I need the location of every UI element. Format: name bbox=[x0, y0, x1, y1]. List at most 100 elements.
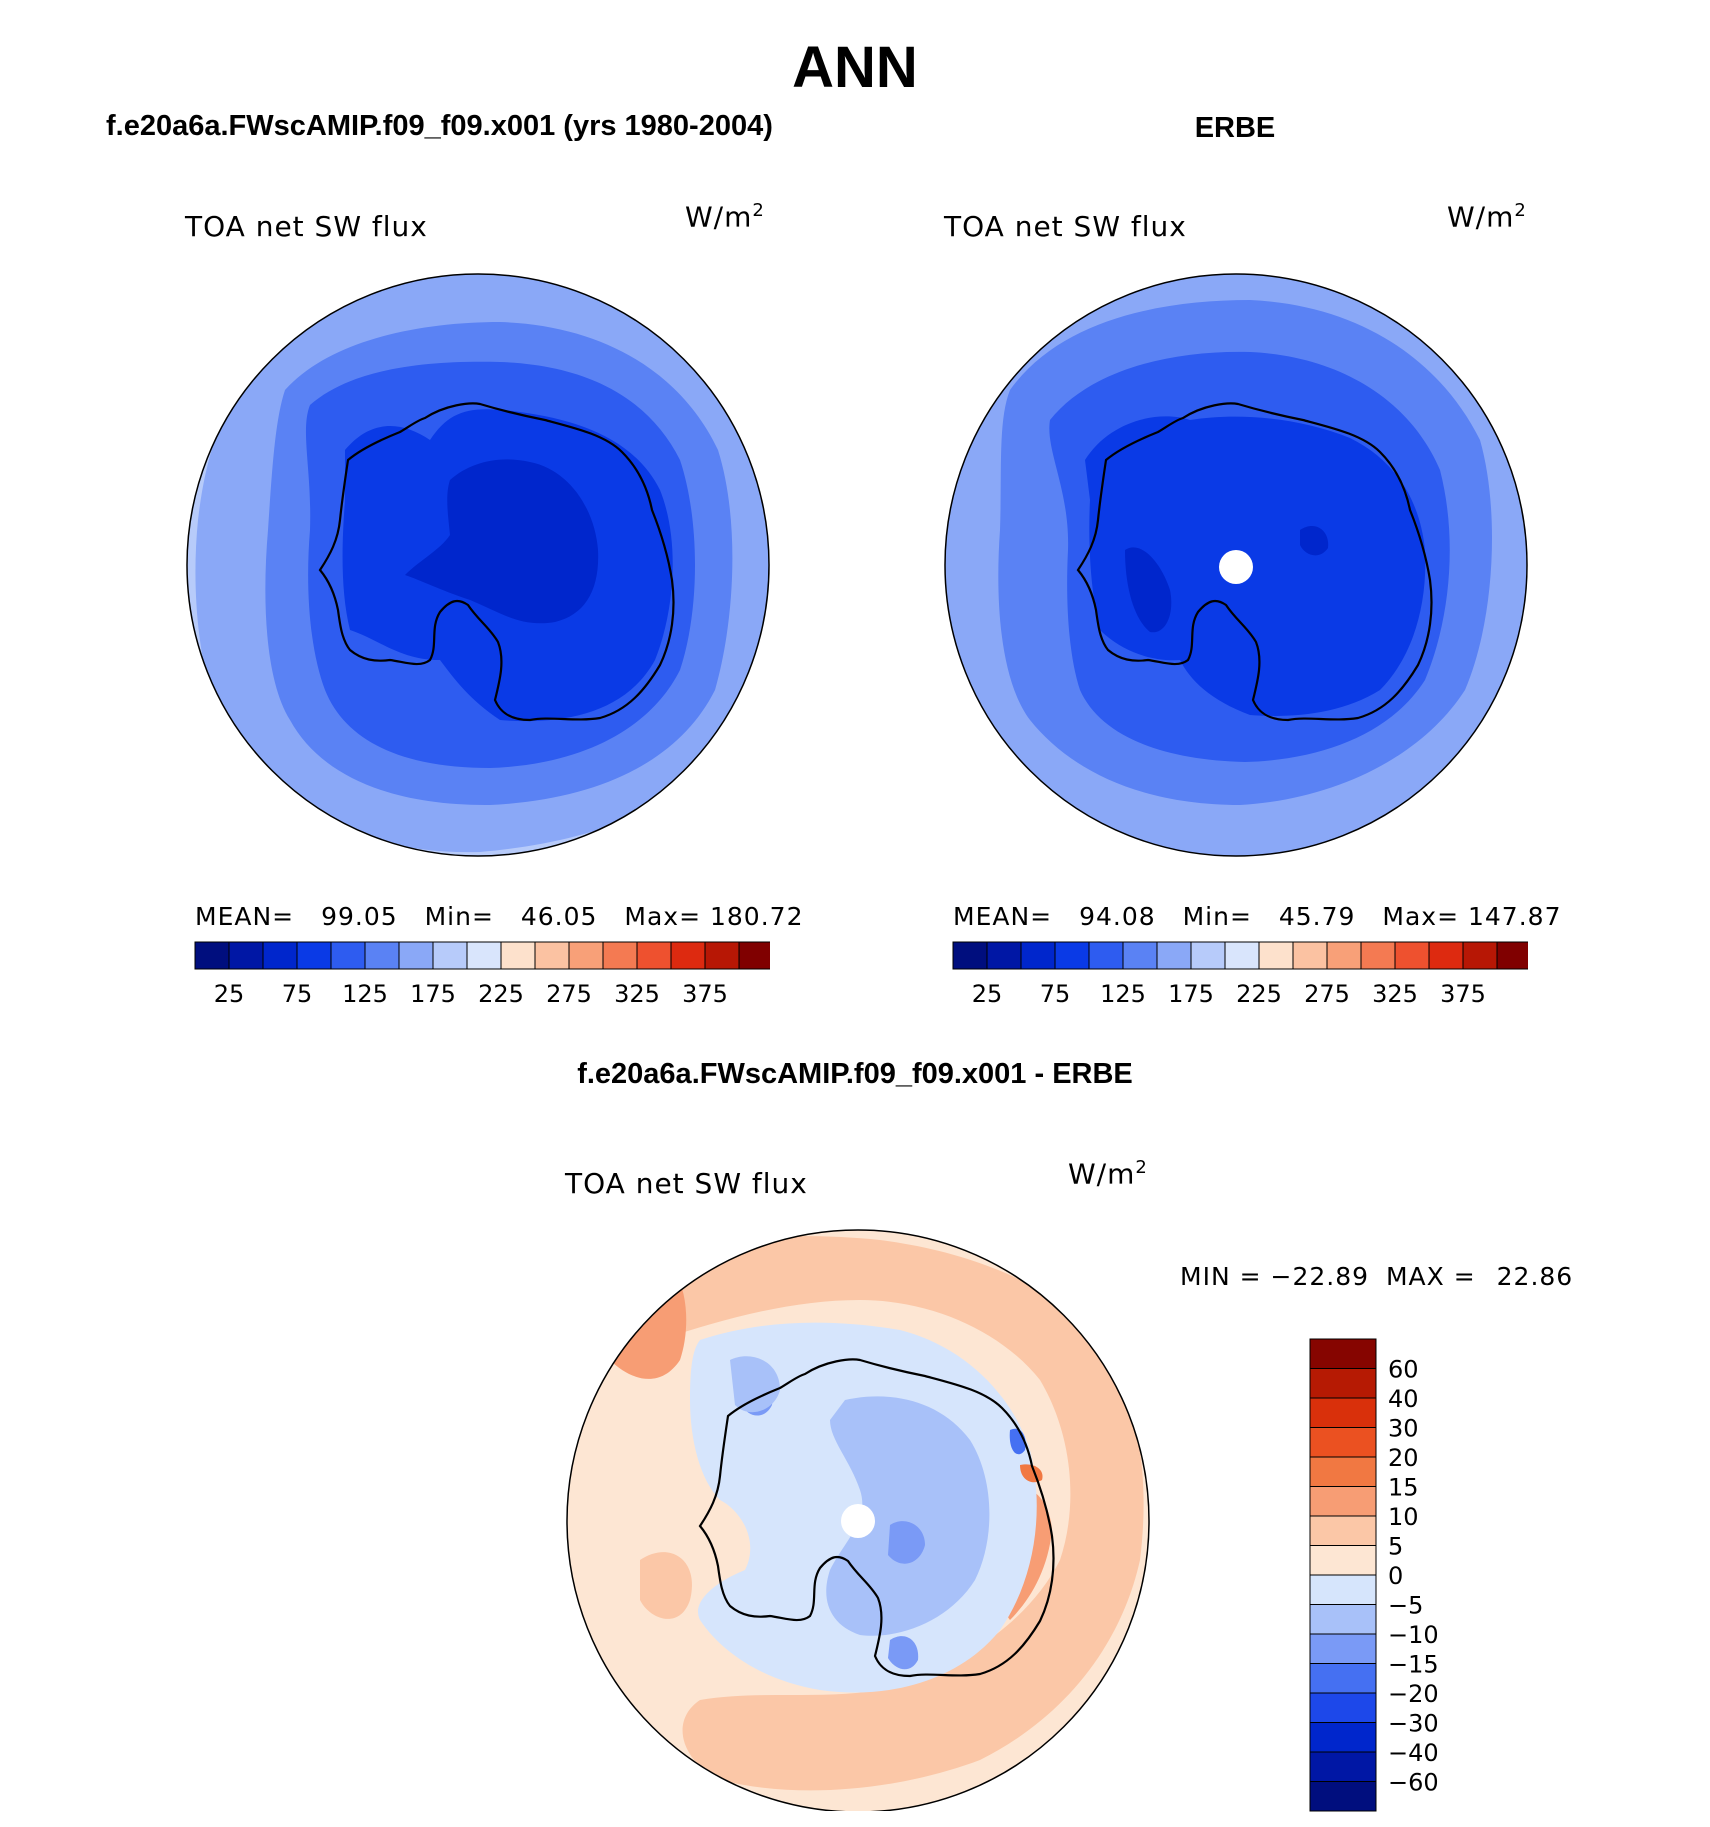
right-units-sup: 2 bbox=[1514, 200, 1527, 221]
diff-field-band bbox=[1020, 1464, 1043, 1483]
diff-colorbar-tick-label: 15 bbox=[1388, 1474, 1419, 1502]
left-map-field bbox=[187, 274, 769, 856]
right-units-text: W/m bbox=[1447, 200, 1515, 234]
left-panel-title: f.e20a6a.FWscAMIP.f09_f09.x001 (yrs 1980… bbox=[106, 110, 773, 142]
diff-colorbar-swatch bbox=[1309, 1456, 1377, 1487]
diff-map-boundary bbox=[566, 1229, 1150, 1811]
diff-colorbar-tick-label: 20 bbox=[1388, 1444, 1419, 1472]
diff-field-band bbox=[640, 1552, 692, 1619]
diff-panel-title: f.e20a6a.FWscAMIP.f09_f09.x001 - ERBE bbox=[577, 1058, 1133, 1090]
left-colorbar-swatch bbox=[704, 941, 740, 970]
left-variable-label: TOA net SW flux bbox=[185, 210, 428, 243]
diff-colorbar-swatch bbox=[1309, 1574, 1377, 1605]
left-min-label: Min= bbox=[424, 902, 494, 931]
diff-field-band bbox=[1000, 1487, 1052, 1620]
left-field-band bbox=[405, 459, 599, 624]
left-colorbar-swatch bbox=[466, 941, 502, 970]
diff-colorbar-tick-label: −30 bbox=[1388, 1710, 1439, 1738]
left-map-boundary bbox=[186, 273, 770, 857]
right-coastline bbox=[1076, 402, 1433, 722]
left-colorbar-swatch bbox=[330, 941, 366, 970]
right-field-band bbox=[998, 300, 1492, 805]
diff-colorbar-swatch bbox=[1309, 1486, 1377, 1517]
left-units-sup: 2 bbox=[752, 200, 765, 221]
right-stats: MEAN= 94.08 Min= 45.79 Max= 147.87 bbox=[953, 902, 1561, 931]
diff-field-band bbox=[1009, 1428, 1026, 1455]
right-colorbar-swatch bbox=[1020, 941, 1056, 970]
diff-colorbar-tick-label: 0 bbox=[1388, 1562, 1403, 1590]
right-colorbar-swatch bbox=[1292, 941, 1328, 970]
right-colorbar-tick-label: 325 bbox=[1372, 980, 1418, 1008]
left-field-band bbox=[195, 274, 769, 853]
right-colorbar-swatch bbox=[986, 941, 1022, 970]
left-colorbar-tick-label: 275 bbox=[546, 980, 592, 1008]
left-colorbar-tick-label: 375 bbox=[682, 980, 728, 1008]
left-max-value: 180.72 bbox=[710, 902, 804, 931]
left-colorbar-swatch bbox=[738, 941, 770, 970]
right-variable-label: TOA net SW flux bbox=[944, 210, 1187, 243]
right-units-label: W/m2 bbox=[1447, 200, 1527, 233]
left-colorbar-tick-label: 75 bbox=[282, 980, 313, 1008]
diff-field-band bbox=[742, 1378, 773, 1416]
page-title: ANN bbox=[792, 35, 918, 100]
diff-field-band bbox=[888, 1636, 919, 1670]
diff-colorbar-tick-label: −5 bbox=[1388, 1592, 1423, 1620]
right-mean-label: MEAN= bbox=[953, 902, 1053, 931]
diff-colorbar-swatch bbox=[1309, 1751, 1377, 1782]
diff-colorbar-tick-label: 60 bbox=[1388, 1356, 1419, 1384]
left-colorbar-tick-label: 175 bbox=[410, 980, 456, 1008]
left-coastline bbox=[318, 402, 675, 722]
diff-colorbar-swatch bbox=[1309, 1397, 1377, 1428]
left-stats: MEAN= 99.05 Min= 46.05 Max= 180.72 bbox=[195, 902, 803, 931]
right-colorbar-tick-label: 125 bbox=[1100, 980, 1146, 1008]
right-colorbar-tick-label: 225 bbox=[1236, 980, 1282, 1008]
left-mean-label: MEAN= bbox=[195, 902, 295, 931]
diff-colorbar-swatch bbox=[1309, 1604, 1377, 1635]
diff-field-band bbox=[730, 1356, 780, 1413]
diff-colorbar-tick-label: 40 bbox=[1388, 1385, 1419, 1413]
left-max-label: Max= bbox=[624, 902, 702, 931]
diff-colorbar-swatch bbox=[1309, 1781, 1377, 1812]
right-colorbar-swatch bbox=[1394, 941, 1430, 970]
right-map-boundary bbox=[944, 273, 1528, 857]
diff-colorbar-tick-label: −20 bbox=[1388, 1680, 1439, 1708]
right-min-label: Min= bbox=[1182, 902, 1252, 931]
right-map-field bbox=[945, 274, 1527, 856]
diff-variable-label: TOA net SW flux bbox=[565, 1167, 808, 1200]
diff-colorbar-tick-label: 10 bbox=[1388, 1503, 1419, 1531]
right-colorbar-tick-label: 75 bbox=[1040, 980, 1071, 1008]
diff-field-band bbox=[826, 1396, 990, 1636]
left-colorbar-swatch bbox=[296, 941, 332, 970]
right-colorbar-swatch bbox=[1054, 941, 1090, 970]
right-field-band bbox=[1125, 547, 1172, 633]
diff-units-text: W/m bbox=[1068, 1157, 1136, 1191]
left-mean-value: 99.05 bbox=[321, 902, 398, 931]
right-colorbar-swatch bbox=[1224, 941, 1260, 970]
diff-colorbar-swatch bbox=[1309, 1427, 1377, 1458]
right-colorbar-tick-label: 375 bbox=[1440, 980, 1486, 1008]
right-colorbar-tick-label: 25 bbox=[972, 980, 1003, 1008]
diff-colorbar-tick-label: 30 bbox=[1388, 1415, 1419, 1443]
right-colorbar-swatch bbox=[1156, 941, 1192, 970]
left-colorbar-tick-label: 125 bbox=[342, 980, 388, 1008]
right-colorbar-swatch bbox=[1258, 941, 1294, 970]
diff-colorbar-tick-label: −60 bbox=[1388, 1769, 1439, 1797]
right-pole-hole bbox=[1219, 550, 1253, 584]
left-colorbar-swatch bbox=[534, 941, 570, 970]
diff-field-band bbox=[612, 1236, 1144, 1791]
diff-units-sup: 2 bbox=[1135, 1157, 1148, 1178]
diff-field-band bbox=[567, 1230, 1149, 1811]
diff-field-band bbox=[888, 1521, 925, 1564]
left-colorbar-swatch bbox=[194, 941, 230, 970]
left-min-value: 46.05 bbox=[520, 902, 598, 931]
diff-colorbar-swatch bbox=[1309, 1338, 1377, 1369]
diff-coastline bbox=[698, 1358, 1055, 1678]
right-colorbar-swatch bbox=[1122, 941, 1158, 970]
left-colorbar-swatch bbox=[398, 941, 434, 970]
left-colorbar-tick-label: 25 bbox=[214, 980, 245, 1008]
diff-min-value: −22.89 bbox=[1270, 1262, 1370, 1291]
diff-colorbar-swatch bbox=[1309, 1545, 1377, 1576]
right-colorbar-swatch bbox=[952, 941, 988, 970]
diff-colorbar-swatch bbox=[1309, 1368, 1377, 1399]
right-colorbar-swatch bbox=[1088, 941, 1124, 970]
